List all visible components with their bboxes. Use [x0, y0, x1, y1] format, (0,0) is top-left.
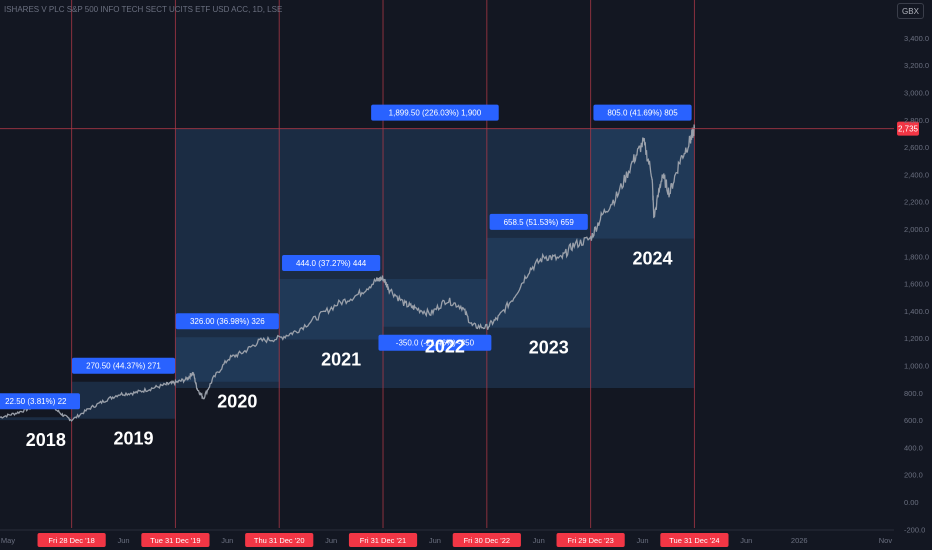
price-series-line: [0, 124, 696, 422]
y-tick-label-bottom: -200.0: [904, 525, 925, 534]
range-label-bg-4: [378, 334, 492, 351]
date-marker-label-6: Tue 31 Dec '24: [669, 536, 719, 545]
year-label-2018: 2018: [26, 430, 66, 450]
date-marker-label-4: Fri 30 Dec '22: [464, 536, 510, 545]
date-marker-badge-3: [348, 533, 418, 547]
y-tick-label-13: 2,600.0: [904, 143, 929, 152]
date-marker-badge-0: [37, 533, 106, 547]
date-marker-label-3: Fri 31 Dec '21: [360, 536, 406, 545]
year-label-2019: 2019: [113, 429, 153, 449]
y-tick-label-6: 1,200.0: [904, 334, 929, 343]
x-tick-label-3: Jun: [325, 536, 337, 545]
range-label-3: 444.0 (37.27%) 444: [296, 259, 367, 268]
range-label-bg-7: [371, 104, 499, 121]
year-label-2022: 2022: [425, 337, 465, 357]
range-box-0: [0, 417, 72, 421]
range-label-bg-5: [489, 213, 588, 230]
range-label-0: 22.50 (3.81%) 22: [5, 397, 67, 406]
year-label-2020: 2020: [217, 392, 257, 412]
x-tick-label-5: Jun: [533, 536, 545, 545]
year-label-2023: 2023: [529, 338, 569, 358]
x-tick-label-7: Jun: [740, 536, 752, 545]
range-label-2: 326.00 (36.98%) 326: [190, 317, 265, 326]
date-marker-label-2: Thu 31 Dec '20: [254, 536, 305, 545]
range-label-1: 270.50 (44.37%) 271: [86, 362, 161, 371]
x-tick-label-0: May: [1, 536, 15, 545]
date-marker-badge-4: [452, 533, 521, 547]
y-tick-label-5: 1,000.0: [904, 362, 929, 371]
y-tick-label-7: 1,400.0: [904, 307, 929, 316]
x-tick-label-1: Jun: [117, 536, 129, 545]
range-label-4: -350.0 (-21.46%) -350: [396, 339, 475, 348]
date-marker-badge-6: [660, 533, 729, 547]
y-tick-label-15: 3,000.0: [904, 89, 929, 98]
range-label-6: 805.0 (41.69%) 805: [607, 109, 678, 118]
date-marker-label-1: Tue 31 Dec '19: [150, 536, 200, 545]
chart-title: ISHARES V PLC S&P 500 INFO TECH SECT UCI…: [4, 5, 283, 14]
y-tick-label-17: 3,400.0: [904, 34, 929, 43]
range-label-5: 658.5 (51.53%) 659: [504, 218, 575, 227]
range-box-3: [279, 278, 384, 340]
current-price-label: 2,735: [898, 125, 919, 134]
y-tick-label-8: 1,600.0: [904, 280, 929, 289]
y-tick-label-4: 800.0: [904, 389, 923, 398]
y-tick-label-12: 2,400.0: [904, 170, 929, 179]
y-tick-label-10: 2,000.0: [904, 225, 929, 234]
year-label-2024: 2024: [632, 249, 672, 269]
y-tick-label-1: 200.0: [904, 471, 923, 480]
y-tick-label-0: 0.00: [904, 498, 919, 507]
range-label-bg-6: [593, 104, 692, 121]
y-tick-label-16: 3,200.0: [904, 61, 929, 70]
range-box-1: [71, 381, 176, 419]
y-tick-label-3: 600.0: [904, 416, 923, 425]
range-label-bg-1: [71, 357, 176, 374]
date-marker-badge-5: [556, 533, 625, 547]
y-tick-label-14: 2,800.0: [904, 116, 929, 125]
range-label-bg-3: [282, 254, 381, 271]
date-marker-badge-2: [245, 533, 314, 547]
y-tick-label-2: 400.0: [904, 443, 923, 452]
current-price-badge: [897, 121, 919, 136]
range-box-5: [486, 237, 591, 328]
x-tick-label-2: Jun: [221, 536, 233, 545]
range-label-7: 1,899.50 (226.03%) 1,900: [389, 109, 482, 118]
x-tick-label-8: 2026: [791, 536, 808, 545]
y-tick-label-11: 2,200.0: [904, 198, 929, 207]
currency-button[interactable]: GBX: [897, 3, 924, 19]
range-box-4: [383, 278, 487, 327]
x-tick-label-9: Nov: [879, 536, 893, 545]
x-tick-label-6: Jun: [636, 536, 648, 545]
range-label-bg-2: [175, 313, 279, 330]
date-marker-badge-1: [141, 533, 210, 547]
range-label-bg-0: [0, 393, 81, 410]
y-tick-label-9: 1,800.0: [904, 252, 929, 261]
x-tick-label-4: Jun: [429, 536, 441, 545]
year-label-2021: 2021: [321, 350, 361, 370]
date-marker-label-5: Fri 29 Dec '23: [567, 536, 613, 545]
date-marker-label-0: Fri 28 Dec '18: [48, 536, 94, 545]
